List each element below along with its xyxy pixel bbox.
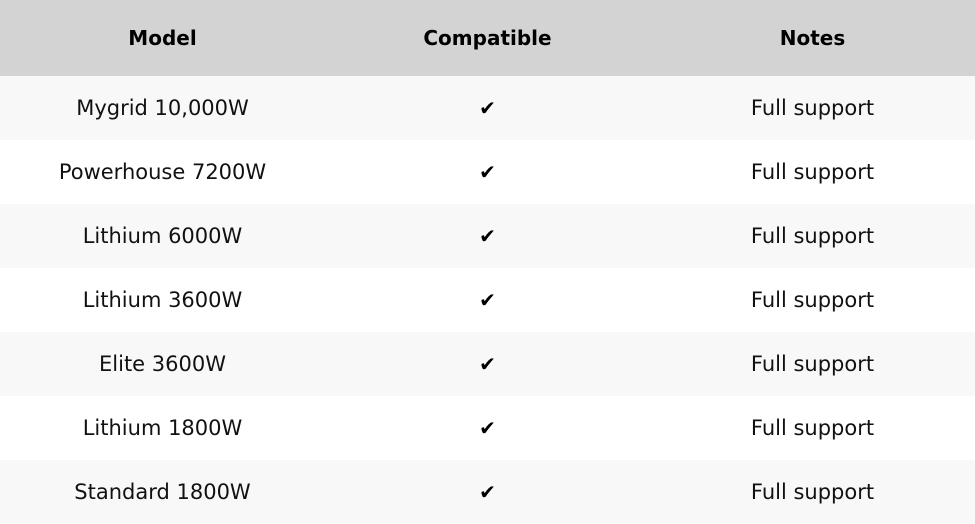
notes-cell: Full support bbox=[750, 480, 875, 504]
notes-cell: Full support bbox=[750, 288, 875, 312]
table-row: Lithium 3600W ✔ Full support bbox=[0, 268, 975, 332]
column-header-notes: Notes bbox=[779, 26, 846, 50]
checkmark-icon: ✔ bbox=[479, 160, 496, 184]
table-header-row: Model Compatible Notes bbox=[0, 0, 975, 76]
column-header-model: Model bbox=[128, 26, 197, 50]
notes-cell: Full support bbox=[750, 96, 875, 120]
notes-cell: Full support bbox=[750, 160, 875, 184]
model-cell: Elite 3600W bbox=[99, 352, 226, 376]
model-cell: Lithium 6000W bbox=[82, 224, 243, 248]
table-row: Elite 3600W ✔ Full support bbox=[0, 332, 975, 396]
table-body: Mygrid 10,000W ✔ Full support Powerhouse… bbox=[0, 76, 975, 524]
checkmark-icon: ✔ bbox=[479, 224, 496, 248]
notes-cell: Full support bbox=[750, 352, 875, 376]
notes-cell: Full support bbox=[750, 224, 875, 248]
notes-cell: Full support bbox=[750, 416, 875, 440]
column-header-compatible: Compatible bbox=[423, 26, 552, 50]
table-row: Powerhouse 7200W ✔ Full support bbox=[0, 140, 975, 204]
checkmark-icon: ✔ bbox=[479, 288, 496, 312]
checkmark-icon: ✔ bbox=[479, 352, 496, 376]
checkmark-icon: ✔ bbox=[479, 480, 496, 504]
table-row: Mygrid 10,000W ✔ Full support bbox=[0, 76, 975, 140]
model-cell: Mygrid 10,000W bbox=[76, 96, 249, 120]
model-cell: Powerhouse 7200W bbox=[58, 160, 267, 184]
table-row: Lithium 1800W ✔ Full support bbox=[0, 396, 975, 460]
model-cell: Standard 1800W bbox=[74, 480, 251, 504]
table-row: Lithium 6000W ✔ Full support bbox=[0, 204, 975, 268]
model-cell: Lithium 3600W bbox=[82, 288, 243, 312]
checkmark-icon: ✔ bbox=[479, 416, 496, 440]
checkmark-icon: ✔ bbox=[479, 96, 496, 120]
model-cell: Lithium 1800W bbox=[82, 416, 243, 440]
table-row: Standard 1800W ✔ Full support bbox=[0, 460, 975, 524]
